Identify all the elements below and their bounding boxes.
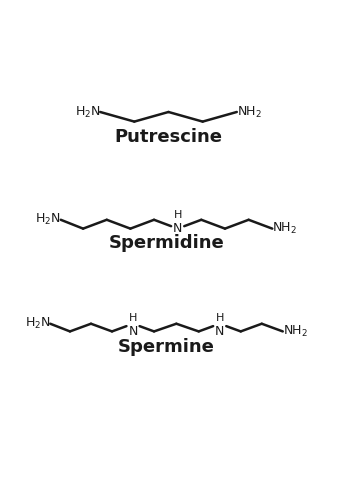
Text: N: N (128, 325, 138, 338)
Text: H$_2$N: H$_2$N (25, 316, 50, 332)
Text: H$_2$N: H$_2$N (35, 212, 61, 228)
Text: N: N (215, 325, 224, 338)
Text: N: N (173, 222, 182, 235)
Text: Putrescine: Putrescine (115, 128, 222, 146)
Text: H$_2$N: H$_2$N (75, 104, 100, 120)
Text: Spermine: Spermine (118, 338, 215, 356)
Text: NH$_2$: NH$_2$ (272, 221, 297, 236)
Text: NH$_2$: NH$_2$ (283, 324, 308, 339)
Text: H: H (174, 210, 182, 220)
Text: H: H (129, 313, 137, 323)
Text: NH$_2$: NH$_2$ (237, 104, 262, 120)
Text: H: H (216, 313, 224, 323)
Text: Spermidine: Spermidine (108, 234, 224, 252)
